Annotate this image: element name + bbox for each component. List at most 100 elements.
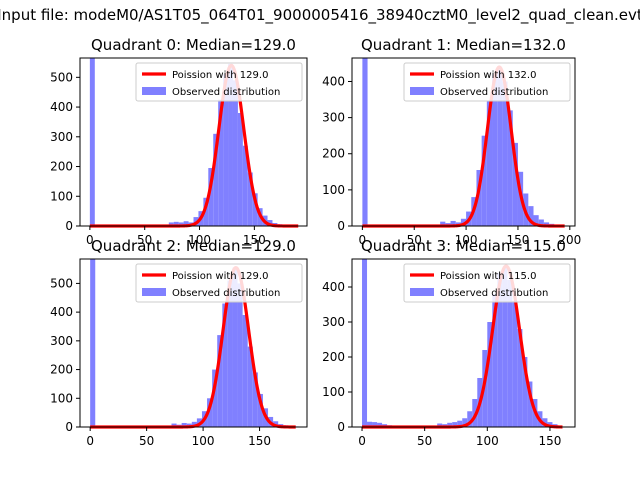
x-tick-label: 50 [417, 434, 432, 448]
histogram-bar [208, 168, 214, 226]
x-tick-label: 0 [86, 434, 94, 448]
histogram-bar [522, 357, 528, 427]
histogram-bar [512, 301, 518, 427]
histogram-bar [168, 222, 174, 226]
legend-bar-swatch [142, 87, 166, 95]
legend-bar-swatch [410, 87, 434, 95]
histogram-bar [242, 315, 248, 427]
histogram-bar [487, 322, 493, 427]
legend: Poission with 115.0 Observed distribution [403, 263, 571, 303]
legend-label-observed: Observed distribution [440, 87, 548, 98]
x-tick-label: 100 [188, 233, 211, 247]
y-tick-label: 200 [50, 363, 73, 377]
histogram-bar [497, 273, 503, 427]
legend: Poission with 129.0 Observed distribution [135, 62, 303, 102]
y-tick-label: 100 [50, 391, 73, 405]
y-tick-label: 400 [50, 305, 73, 319]
histogram-bar [173, 221, 179, 226]
legend-label-observed: Observed distribution [440, 288, 548, 299]
histogram-bar [492, 294, 498, 427]
histogram-bar [252, 372, 258, 427]
quadrant-1-panel: 0 50 100 150 200 0 100 200 300 400 Quadrant 1: Med… [322, 36, 581, 247]
x-tick-label: 100 [192, 434, 215, 448]
histogram-bar [528, 206, 534, 226]
histogram-bar [542, 418, 548, 427]
x-tick-label: 150 [538, 434, 561, 448]
y-tick-label: 300 [50, 130, 73, 144]
y-tick-label: 0 [65, 420, 73, 434]
histogram-bar [533, 215, 539, 226]
legend-label-observed: Observed distribution [172, 87, 280, 98]
histogram-bar [377, 422, 383, 427]
legend-label-poisson: Poission with 115.0 [440, 271, 536, 282]
histogram-bar [232, 267, 238, 427]
histogram-bar [242, 145, 248, 226]
legend-label-poisson: Poission with 129.0 [172, 70, 268, 81]
x-tick-label: 200 [558, 233, 581, 247]
legend-box [135, 62, 303, 102]
histogram-bar [450, 220, 456, 226]
legend: Poission with 132.0 Observed distribution [403, 62, 571, 102]
quadrant-2-panel: 0 50 100 150 0 100 200 300 400 500 Quadrant 2: Med… [50, 237, 308, 448]
histogram-bar [218, 99, 224, 226]
y-tick-label: 500 [50, 70, 73, 84]
histogram-bar [527, 381, 533, 427]
histogram-bar [460, 218, 467, 226]
histogram-bar [213, 133, 219, 226]
histogram-bar [507, 110, 513, 226]
histogram-bar [512, 142, 518, 226]
legend-box [135, 263, 303, 303]
y-tick-label: 100 [322, 385, 345, 399]
histogram-bar [476, 170, 482, 226]
histogram-bar [247, 172, 253, 226]
panel-title: Quadrant 2: Median=129.0 [91, 237, 296, 255]
histogram-bar [543, 222, 550, 226]
x-tick-label: 0 [86, 233, 94, 247]
histogram-bar [486, 101, 493, 226]
histogram-bar [437, 423, 443, 427]
legend-bar-swatch [410, 288, 434, 296]
x-tick-label: 100 [476, 434, 499, 448]
y-tick-label: 300 [322, 111, 345, 125]
y-tick-label: 0 [337, 420, 345, 434]
histogram-bar [538, 219, 544, 226]
histogram-bar [89, 58, 95, 226]
y-tick-label: 400 [322, 74, 345, 88]
x-tick-label: 150 [248, 434, 271, 448]
histogram-bar [183, 221, 189, 226]
x-tick-label: 100 [455, 233, 478, 247]
histogram-bar [497, 68, 503, 226]
histogram-bar [171, 423, 177, 427]
y-tick-label: 0 [337, 219, 345, 233]
x-tick-label: 0 [359, 233, 367, 247]
axes-frame [79, 57, 308, 227]
histogram-bar [457, 420, 463, 427]
legend-bar-swatch [142, 288, 166, 296]
panel-title: Quadrant 1: Median=132.0 [361, 36, 566, 54]
histogram-bar [257, 393, 263, 427]
histogram-bar [447, 422, 453, 427]
histogram-bar [367, 421, 373, 427]
y-tick-label: 400 [322, 280, 345, 294]
histogram-bar [90, 259, 96, 427]
legend: Poission with 129.0 Observed distribution [135, 263, 303, 303]
legend-label-poisson: Poission with 132.0 [440, 70, 536, 81]
y-tick-label: 500 [50, 276, 73, 290]
x-tick-label: 50 [139, 434, 154, 448]
histogram-bar [252, 193, 258, 226]
histogram-bar [207, 398, 213, 427]
histogram-bar [232, 80, 238, 226]
histogram-bar [247, 346, 253, 427]
histogram-bar [217, 335, 223, 427]
histogram-bar [237, 113, 243, 226]
histogram-bar [507, 280, 513, 427]
histogram-bar [203, 197, 209, 226]
histogram-bar [228, 63, 233, 227]
y-tick-label: 200 [50, 160, 73, 174]
histogram-bar [502, 81, 508, 226]
y-tick-label: 200 [322, 147, 345, 161]
y-tick-label: 400 [50, 100, 73, 114]
y-tick-label: 300 [322, 315, 345, 329]
histogram-bar [452, 422, 458, 427]
